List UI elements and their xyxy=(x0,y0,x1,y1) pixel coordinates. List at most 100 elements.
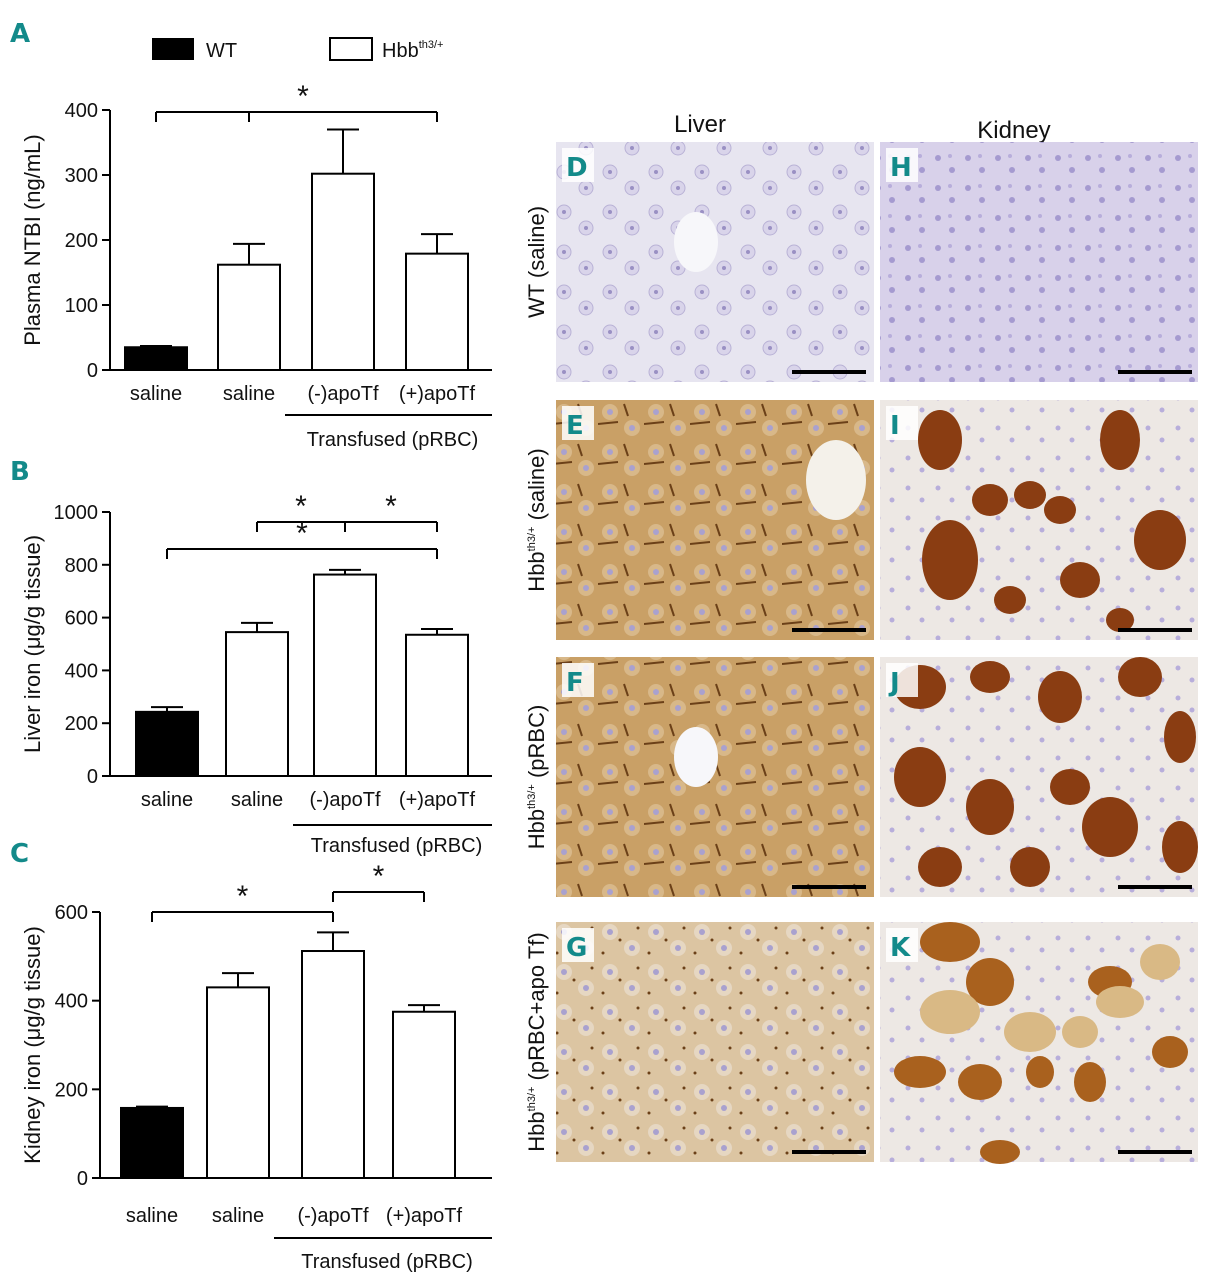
column-label-kidney: Kidney xyxy=(977,117,1050,144)
legend-hbb-sup: th3/+ xyxy=(419,39,444,51)
kidney-micrograph-i: I xyxy=(880,400,1198,640)
stained-tubule xyxy=(1106,608,1134,632)
y-tick-label: 400 xyxy=(55,991,88,1013)
lightly-stained-tubule xyxy=(920,990,980,1034)
stained-tubule xyxy=(1082,797,1138,857)
stained-tubule xyxy=(1060,562,1100,598)
significance-bracket-1: * xyxy=(344,490,438,532)
stained-tubule xyxy=(970,661,1010,693)
lightly-stained-tubule xyxy=(1004,1012,1056,1052)
micro-letter: J xyxy=(888,668,900,698)
micro-letter: K xyxy=(890,933,911,963)
stained-tubule xyxy=(966,779,1014,835)
row-label-sup: th3/+ xyxy=(526,1087,538,1112)
row-label-prefix: Hbb xyxy=(524,551,549,591)
y-tick-label: 300 xyxy=(65,165,98,187)
bar-2 xyxy=(301,950,365,1179)
legend-hbb-swatch xyxy=(329,37,373,61)
stained-tubule xyxy=(1010,847,1050,887)
stained-tubule xyxy=(1152,1036,1188,1068)
row-label-1: Hbbth3/+ (saline) xyxy=(524,448,549,591)
category-label-3: (+)apoTf xyxy=(399,789,476,811)
category-label-2: (-)apoTf xyxy=(309,789,381,811)
bar-0 xyxy=(135,710,199,778)
bar-0 xyxy=(124,346,188,371)
stained-tubule xyxy=(1162,821,1198,873)
stained-tubule xyxy=(894,747,946,807)
chart-panel-c: C 0 200 400 600 Kidney iron (μg/g tissue) sali… xyxy=(10,839,492,1273)
significance-bracket-0: * xyxy=(151,880,334,922)
category-label-1: saline xyxy=(231,789,283,811)
row-label-sup: th3/+ xyxy=(526,784,538,809)
liver-tissue xyxy=(556,142,874,382)
liver-tissue xyxy=(556,922,874,1162)
micro-letter-bg xyxy=(562,928,594,962)
chart-panel-b: B 0 200 400 600 800 1000 Liver iron (μg/g tissu… xyxy=(10,457,492,857)
kidney-micrograph-j: J xyxy=(880,657,1198,897)
bar-3 xyxy=(405,252,469,371)
significance-star: * xyxy=(237,880,249,913)
legend-hbb-label: Hbbth3/+ xyxy=(382,39,443,62)
category-label-3: (+)apoTf xyxy=(399,383,476,405)
bar-3 xyxy=(405,633,469,778)
micro-letter: G xyxy=(566,933,587,963)
stained-tubule xyxy=(918,847,962,887)
y-tick-label: 200 xyxy=(65,230,98,252)
y-tick-label: 0 xyxy=(87,360,98,382)
significance-bracket-2: * xyxy=(166,517,438,559)
significance-star: * xyxy=(295,490,307,523)
lightly-stained-tubule xyxy=(1062,1016,1098,1048)
stained-tubule xyxy=(920,922,980,962)
stained-tubule xyxy=(1050,769,1090,805)
lightly-stained-tubule xyxy=(1140,944,1180,980)
stained-tubule xyxy=(1044,496,1076,524)
liver-micrograph-g: G xyxy=(556,922,874,1162)
category-label-2: (-)apoTf xyxy=(297,1205,369,1227)
panel-letter-c: C xyxy=(10,839,29,869)
micro-letter: I xyxy=(890,411,900,441)
row-label-3: Hbbth3/+ (pRBC+apo Tf) xyxy=(524,932,549,1151)
micro-letter: D xyxy=(566,153,588,183)
row-label-text: (pRBC+apo Tf) xyxy=(524,932,549,1086)
micro-letter-bg xyxy=(562,406,594,440)
stained-tubule xyxy=(894,1056,946,1088)
central-vein xyxy=(806,440,866,520)
micro-letter-bg xyxy=(886,406,918,440)
group-label: Transfused (pRBC) xyxy=(311,835,483,857)
stained-tubule xyxy=(922,520,978,600)
bar-1 xyxy=(217,263,281,372)
micro-letter-bg xyxy=(886,928,918,962)
y-tick-label: 600 xyxy=(55,902,88,924)
liver-micrograph-e: E xyxy=(556,400,874,640)
y-tick-label: 800 xyxy=(65,555,98,577)
stained-tubule xyxy=(966,958,1014,1006)
stained-tubule xyxy=(994,586,1026,614)
category-label-0: saline xyxy=(141,789,193,811)
lightly-stained-tubule xyxy=(1096,986,1144,1018)
legend-wt-label: WT xyxy=(206,40,237,62)
stained-tubule xyxy=(1014,481,1046,509)
y-tick-label: 400 xyxy=(65,660,98,682)
micro-letter: E xyxy=(566,411,584,441)
y-tick-label: 200 xyxy=(65,713,98,735)
micro-letter: F xyxy=(566,668,584,698)
significance-bracket-0: * xyxy=(155,80,438,122)
significance-star: * xyxy=(385,490,397,523)
y-tick-label: 1000 xyxy=(54,502,99,524)
y-axis-label: Kidney iron (μg/g tissue) xyxy=(20,926,45,1164)
significance-star: * xyxy=(297,80,309,113)
y-tick-label: 400 xyxy=(65,100,98,122)
category-label-2: (-)apoTf xyxy=(307,383,379,405)
y-axis-label: Liver iron (μg/g tissue) xyxy=(20,535,45,753)
group-label: Transfused (pRBC) xyxy=(301,1251,473,1273)
liver-micrograph-f: F xyxy=(556,657,874,897)
stained-tubule xyxy=(1074,1062,1106,1102)
panel-letter-b: B xyxy=(10,457,30,487)
liver-tissue xyxy=(556,400,874,640)
stained-tubule xyxy=(1118,657,1162,697)
micro-letter-bg xyxy=(562,148,594,182)
bar-2 xyxy=(311,172,375,371)
category-label-0: saline xyxy=(130,383,182,405)
legend: WT Hbbth3/+ xyxy=(152,37,443,62)
